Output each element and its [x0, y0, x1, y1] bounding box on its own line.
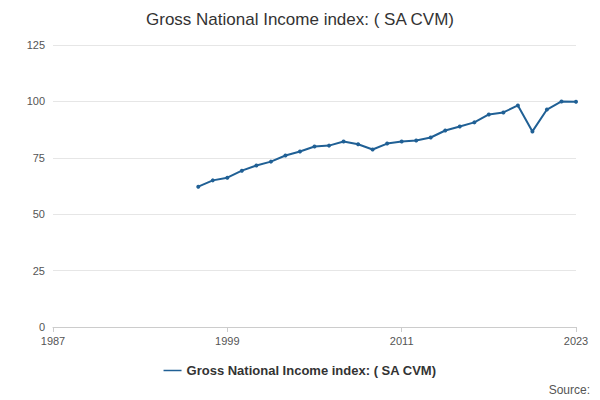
svg-text:0: 0 [39, 321, 45, 333]
svg-text:100: 100 [27, 95, 45, 107]
svg-text:Gross National Income index: (: Gross National Income index: ( SA CVM) [187, 363, 436, 378]
svg-text:25: 25 [33, 265, 45, 277]
svg-text:Source:: Source: [549, 383, 590, 397]
svg-text:50: 50 [33, 208, 45, 220]
svg-text:2011: 2011 [390, 335, 414, 347]
svg-text:125: 125 [27, 39, 45, 51]
svg-text:Gross National Income index: (: Gross National Income index: ( SA CVM) [146, 10, 454, 29]
svg-text:75: 75 [33, 152, 45, 164]
svg-text:1999: 1999 [215, 335, 239, 347]
svg-text:1987: 1987 [41, 335, 65, 347]
svg-text:2023: 2023 [564, 335, 588, 347]
